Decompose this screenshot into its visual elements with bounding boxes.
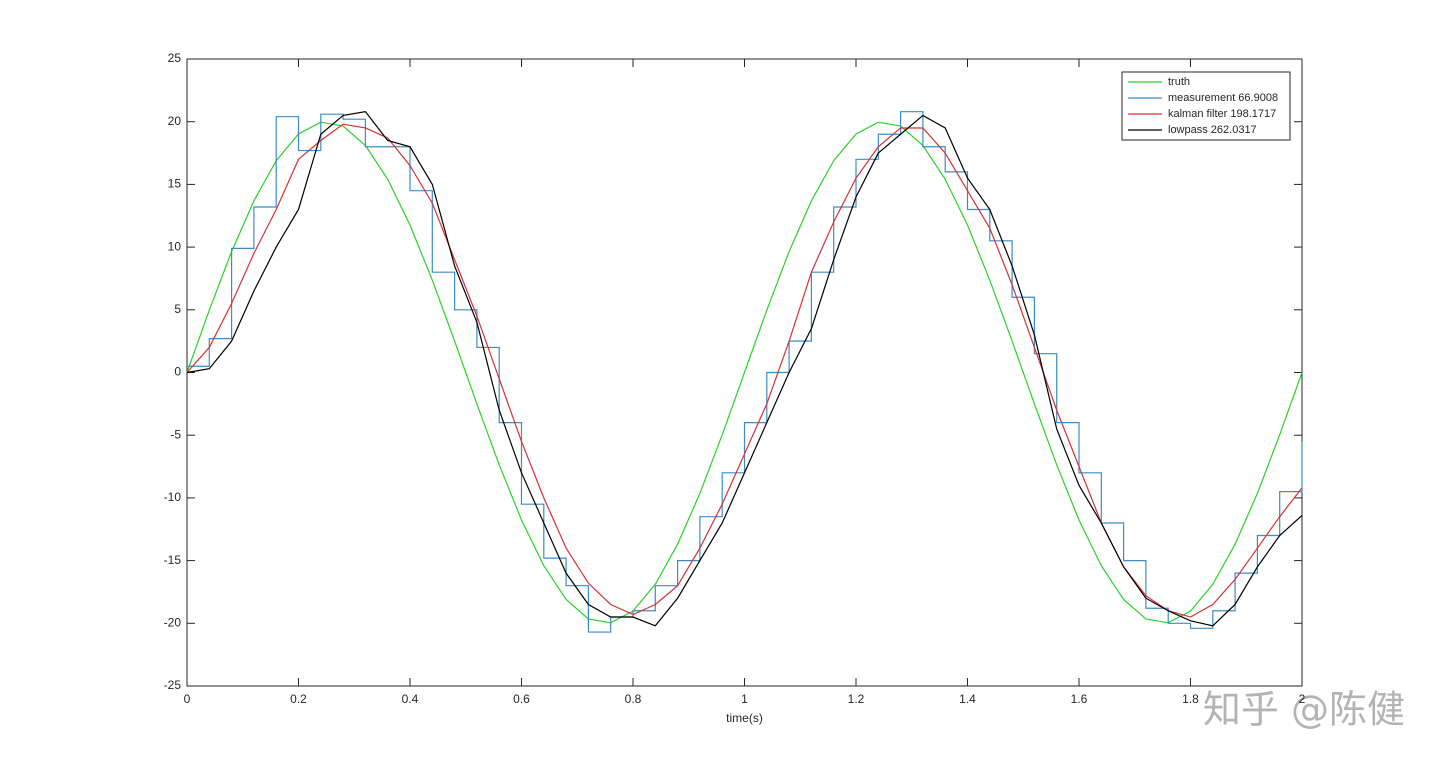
y-tick-label: 25 — [168, 51, 182, 65]
y-tick-label: 5 — [174, 302, 181, 316]
y-tick-label: -20 — [164, 615, 182, 629]
y-tick-label: -5 — [170, 427, 181, 441]
legend-label: lowpass 262.0317 — [1168, 124, 1257, 136]
x-axis-label: time(s) — [726, 711, 763, 725]
x-tick-label: 1.6 — [1071, 692, 1088, 706]
x-tick-label: 0.2 — [290, 692, 307, 706]
x-tick-label: 1.4 — [959, 692, 976, 706]
y-tick-label: -10 — [164, 490, 182, 504]
legend-box — [1121, 71, 1291, 141]
x-tick-label: 0.4 — [402, 692, 419, 706]
x-tick-label: 1.2 — [848, 692, 865, 706]
series-line — [187, 111, 1303, 633]
y-tick-label: 15 — [168, 177, 182, 191]
watermark: 知乎 @陈健 — [1203, 688, 1405, 732]
x-tick-label: 1 — [741, 692, 748, 706]
x-tick-label: 0.8 — [625, 692, 642, 706]
x-tick-label: 0 — [184, 692, 191, 706]
x-tick-label: 0.6 — [513, 692, 530, 706]
legend-label: measurement 66.9008 — [1168, 92, 1278, 104]
y-tick-label: 20 — [168, 114, 182, 128]
x-tick-label: 2 — [1299, 692, 1306, 706]
y-tick-label: -15 — [164, 553, 182, 567]
y-tick-label: 0 — [174, 365, 181, 379]
series-line — [186, 111, 1303, 627]
series-line — [186, 121, 1303, 624]
legend-label: truth — [1168, 76, 1190, 88]
y-tick-label: -25 — [164, 678, 182, 692]
x-tick-label: 1.8 — [1182, 692, 1199, 706]
legend-label: kalman filter 198.1717 — [1168, 108, 1276, 120]
y-tick-label: 10 — [168, 239, 182, 253]
legend: truth measurement 66.9008 kalman filter 19… — [1121, 71, 1291, 141]
